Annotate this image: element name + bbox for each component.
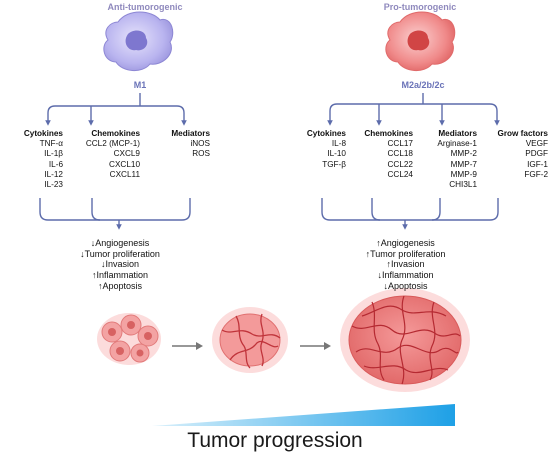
m1-type-label: M1 [133,80,147,90]
effect-item: ↑Inflammation [91,270,149,281]
effect-item: ↓Angiogenesis [90,238,150,248]
list-item: TGF-β [322,159,346,169]
list-item: VEGF [525,139,548,149]
effect-item: ↑Invasion [386,259,425,270]
list-item: FGF-2 [524,169,548,179]
list-item: CCL17 [387,139,414,149]
m1-macrophage-cell-icon [103,11,174,71]
tumor-stage-early-icon [97,313,161,365]
progression-arrow-1 [172,342,203,350]
progression-gradient-bar [152,404,455,426]
list-item: IL-23 [44,180,63,190]
m2-type-label: M2a/2b/2c [401,80,445,90]
effect-item: ↓Apoptosis [383,280,428,291]
list-item: IL-8 [331,139,346,149]
list-item: MMP-2 [450,149,477,159]
list-item: IGF-1 [527,159,548,169]
m2-effects-list: ↑Angiogenesis ↑Tumor proliferation ↑Inva… [323,238,488,292]
column-header: Chemokines [364,129,413,138]
list-item: ROS [192,149,210,159]
column-header: Grow factors [497,129,548,138]
m2-grow-factors-column: Grow factors VEGF PDGF IGF-1 FGF-2 [482,129,548,180]
m2-connector-tree [321,93,500,230]
column-header: Mediators [438,129,477,138]
m2-chemokines-column: Chemokines CCL17 CCL18 CCL22 CCL24 [353,129,413,180]
progression-arrow-2 [300,342,331,350]
m2-label: Pro-tumorogenic [383,2,457,12]
list-item: Arginase-1 [437,139,477,149]
list-item: CCL2 (MCP-1) [85,139,140,149]
column-header: Cytokines [23,129,63,138]
column-header: Chemokines [91,129,140,138]
list-item: MMP-9 [450,169,477,179]
list-item: CHI3L1 [449,180,477,190]
list-item: CCL18 [387,149,414,159]
list-item: CCL22 [387,159,414,169]
tumor-stage-mid-icon [212,307,288,373]
m2-cytokines-column: Cytokines IL-8 IL-10 TGF-β [291,129,346,170]
list-item: iNOS [190,139,210,149]
m1-label: Anti-tumorogenic [107,2,183,12]
column-header: Mediators [171,129,210,138]
tumor-progression-title: Tumor progression [187,429,363,452]
list-item: IL-1β [44,149,63,159]
list-item: MMP-7 [450,159,477,169]
m1-chemokines-column: Chemokines CCL2 (MCP-1) CXCL9 CXCL10 CXC… [70,129,140,180]
effect-item: ↓Invasion [100,259,140,270]
effect-item: ↓Tumor proliferation [80,248,160,259]
m1-effects-list: ↓Angiogenesis ↓Tumor proliferation ↓Inva… [40,238,200,292]
list-item: CXCL10 [109,159,140,169]
m1-mediators-column: Mediators iNOS ROS [155,129,210,160]
list-item: TNF-α [39,139,63,149]
effect-item: ↓Inflammation [377,270,434,281]
m1-cytokines-column: Cytokines TNF-α IL-1β IL-6 IL-12 IL-23 [3,129,63,190]
m2-macrophage-cell-icon [385,11,456,71]
list-item: CXCL9 [113,149,140,159]
effect-item: ↑Apoptosis [97,280,143,291]
list-item: IL-10 [327,149,346,159]
list-item: PDGF [525,149,548,159]
list-item: IL-12 [44,169,63,179]
list-item: IL-6 [48,159,63,169]
effect-item: ↑Tumor proliferation [365,248,446,259]
m1-connector-tree [39,93,191,230]
effect-item: ↑Angiogenesis [376,238,435,248]
column-header: Cytokines [306,129,346,138]
m2-mediators-column: Mediators Arginase-1 MMP-2 MMP-7 MMP-9 C… [417,129,477,190]
tumor-stage-advanced-icon [340,288,470,392]
list-item: CCL24 [387,169,414,179]
list-item: CXCL11 [109,169,140,179]
